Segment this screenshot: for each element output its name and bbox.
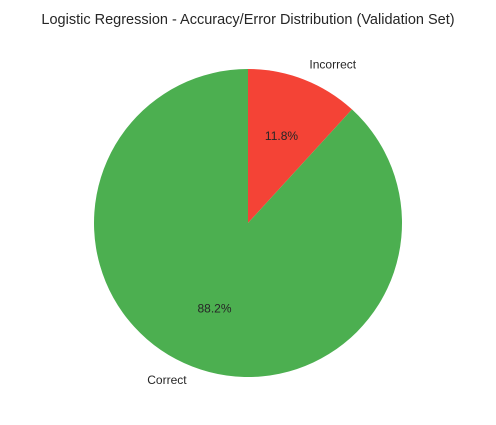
slice-percent-incorrect: 11.8% bbox=[265, 129, 298, 143]
pie-labels: Incorrect 11.8% Correct 88.2% bbox=[147, 57, 356, 387]
pie-slices bbox=[94, 69, 403, 378]
pie-slice-incorrect bbox=[248, 69, 352, 223]
slice-label-correct: Correct bbox=[147, 373, 187, 387]
slice-label-incorrect: Incorrect bbox=[309, 57, 356, 71]
pie-slice-correct bbox=[94, 69, 403, 378]
chart-title: Logistic Regression - Accuracy/Error Dis… bbox=[41, 12, 454, 28]
slice-percent-correct: 88.2% bbox=[197, 301, 231, 315]
